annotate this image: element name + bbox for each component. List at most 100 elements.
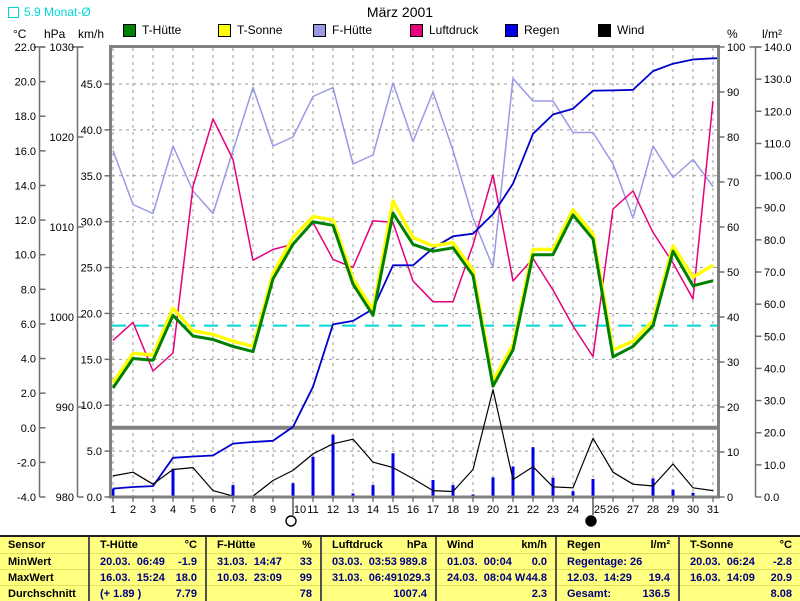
table-row: 78 xyxy=(207,585,320,601)
svg-text:15: 15 xyxy=(387,504,399,516)
svg-text:11: 11 xyxy=(307,504,318,516)
average-symbol-icon xyxy=(8,6,19,18)
svg-text:19: 19 xyxy=(467,504,479,516)
svg-text:1030: 1030 xyxy=(50,42,74,54)
svg-text:25: 25 xyxy=(594,504,606,516)
svg-text:80.0: 80.0 xyxy=(764,235,785,247)
table-column-header: Regen l/m² xyxy=(567,539,670,551)
legend-label: Wind xyxy=(617,23,645,37)
svg-text:26: 26 xyxy=(607,504,619,516)
svg-text:100: 100 xyxy=(727,42,745,54)
legend-item-6: Wind xyxy=(598,23,644,37)
svg-text:90: 90 xyxy=(727,87,739,99)
svg-text:40.0: 40.0 xyxy=(81,125,102,137)
svg-text:140.0: 140.0 xyxy=(764,42,792,54)
svg-text:9: 9 xyxy=(270,504,276,516)
rain-cumulative-line xyxy=(112,57,717,490)
svg-text:1: 1 xyxy=(110,504,116,516)
svg-text:120.0: 120.0 xyxy=(764,106,792,118)
svg-text:16.0: 16.0 xyxy=(15,146,36,158)
svg-text:18.0: 18.0 xyxy=(15,111,36,123)
monthly-average-note: 5.9 Monat-Ø xyxy=(8,5,91,19)
svg-text:10.0: 10.0 xyxy=(81,400,102,412)
svg-text:70: 70 xyxy=(727,177,739,189)
svg-text:35.0: 35.0 xyxy=(81,171,102,183)
legend-item-1: T-Hütte xyxy=(123,23,181,37)
svg-text:100.0: 100.0 xyxy=(764,171,792,183)
svg-text:20.0: 20.0 xyxy=(15,77,36,89)
svg-text:28: 28 xyxy=(647,504,659,516)
table-row: 03.03. 03:53 989.8 xyxy=(322,553,435,569)
legend-item-2: T-Sonne xyxy=(218,23,282,37)
svg-text:31: 31 xyxy=(707,504,719,516)
chart-legend: T-Hütte T-Sonne F-Hütte Luftdruck Regen Wind xyxy=(0,23,800,39)
svg-text:0: 0 xyxy=(727,492,733,504)
table-column-1: T-Hütte °C 20.03. 06:49 -1.9 16.03. 15:24 18.… xyxy=(88,537,205,601)
new-moon-icon xyxy=(585,515,597,527)
hpa-axis-unit: hPa xyxy=(44,27,66,41)
table-column-3: Luftdruck hPa 03.03. 03:53 989.8 31.03. 06:4… xyxy=(320,537,435,601)
svg-text:14: 14 xyxy=(367,504,379,516)
table-column-header: T-Hütte °C xyxy=(100,539,197,551)
table-row-label: Sensor xyxy=(8,539,46,551)
full-moon-icon xyxy=(285,515,297,527)
legend-swatch-icon xyxy=(410,23,423,37)
table-row: 16.03. 14:09 20.9 xyxy=(680,569,800,585)
table-row: 24.03. 08:04 W 44.8 xyxy=(437,569,555,585)
svg-text:8: 8 xyxy=(250,504,256,516)
svg-text:110.0: 110.0 xyxy=(764,138,791,150)
svg-text:5: 5 xyxy=(190,504,196,516)
svg-text:40.0: 40.0 xyxy=(764,363,785,375)
svg-text:10.0: 10.0 xyxy=(15,250,36,262)
svg-text:30.0: 30.0 xyxy=(81,217,102,229)
table-row: 10.03. 23:09 99 xyxy=(207,569,320,585)
y-axis-hpa: 1030 1020 1010 1000 990 980 xyxy=(50,42,84,504)
legend-item-3: F-Hütte xyxy=(313,23,372,37)
celsius-axis-unit: °C xyxy=(13,27,27,41)
legend-swatch-icon xyxy=(218,23,231,37)
x-axis-days: 1 2 3 4 5 6 7 8 9 10 11 12 13 14 15 16 17 18 19 20 21 22 23 24 2… xyxy=(110,497,719,516)
table-row: Gesamt: 136.5 xyxy=(557,585,678,601)
y-axis-lm2: 140.0 130.0 120.0 110.0 100.0 90.0 80.0 70.0 60.… xyxy=(749,42,792,504)
svg-text:20: 20 xyxy=(487,504,499,516)
svg-text:0.0: 0.0 xyxy=(764,492,779,504)
table-column-header: Wind km/h xyxy=(447,539,547,551)
svg-text:30: 30 xyxy=(687,504,699,516)
svg-text:1000: 1000 xyxy=(50,312,74,324)
svg-text:5.0: 5.0 xyxy=(87,446,102,458)
legend-label: Regen xyxy=(524,23,560,37)
svg-text:17: 17 xyxy=(427,504,439,516)
legend-swatch-icon xyxy=(598,23,611,37)
svg-text:40: 40 xyxy=(727,312,739,324)
percent-axis-unit: % xyxy=(727,27,738,41)
svg-text:29: 29 xyxy=(667,504,679,516)
svg-text:3: 3 xyxy=(150,504,156,516)
svg-text:2.0: 2.0 xyxy=(21,388,36,400)
svg-text:90.0: 90.0 xyxy=(764,203,785,215)
svg-text:2: 2 xyxy=(130,504,136,516)
svg-text:60: 60 xyxy=(727,222,739,234)
svg-text:1010: 1010 xyxy=(50,222,74,234)
lm2-axis-unit: l/m² xyxy=(762,27,782,41)
svg-text:980: 980 xyxy=(56,492,74,504)
svg-text:20: 20 xyxy=(727,402,739,414)
monthly-average-text: 5.9 Monat-Ø xyxy=(24,5,91,19)
svg-text:-2.0: -2.0 xyxy=(17,457,36,469)
svg-text:30.0: 30.0 xyxy=(764,396,785,408)
legend-swatch-icon xyxy=(505,23,518,37)
page-title: März 2001 xyxy=(366,4,434,20)
svg-text:6.0: 6.0 xyxy=(21,319,36,331)
table-row: 20.03. 06:24 -2.8 xyxy=(680,553,800,569)
table-row-label: MinWert xyxy=(0,553,88,569)
svg-text:45.0: 45.0 xyxy=(81,79,102,91)
svg-text:27: 27 xyxy=(627,504,639,516)
grid xyxy=(112,48,717,496)
svg-text:70.0: 70.0 xyxy=(764,267,785,279)
table-row: 01.03. 00:04 0.0 xyxy=(437,553,555,569)
luftdruck-line xyxy=(112,100,714,372)
svg-text:23: 23 xyxy=(547,504,559,516)
svg-text:10.0: 10.0 xyxy=(764,460,785,472)
y-axis-celsius: 22.0 20.0 18.0 16.0 14.0 12.0 10.0 8.0 6.0 4.0 2.0… xyxy=(15,42,46,504)
svg-text:22.0: 22.0 xyxy=(15,42,36,54)
